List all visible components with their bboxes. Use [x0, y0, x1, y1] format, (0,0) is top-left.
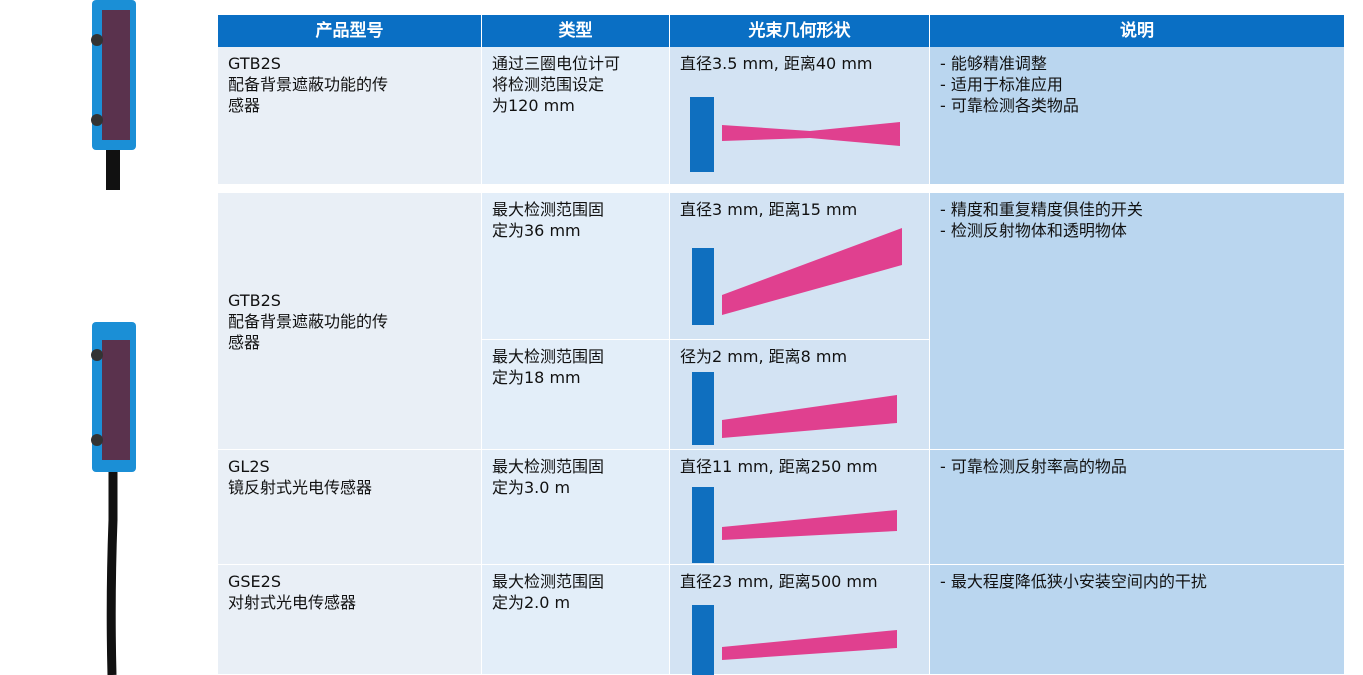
beam-cell: 径为2 mm, 距离8 mm — [670, 340, 929, 449]
beam-cell: 直径11 mm, 距离250 mm — [670, 450, 929, 564]
type-text: 最大检测范围固 — [492, 572, 605, 591]
type-text: 定为18 mm — [492, 368, 581, 387]
model-cell: GTB2S 配备背景遮蔽功能的传 感器 — [218, 193, 481, 449]
type-text: 定为2.0 m — [492, 593, 571, 612]
type-text: 为120 mm — [492, 96, 575, 115]
type-text: 最大检测范围固 — [492, 347, 605, 366]
model-cell: GL2S 镜反射式光电传感器 — [218, 450, 481, 564]
type-cell: 最大检测范围固 定为18 mm — [482, 340, 669, 449]
beam-text: 直径3 mm, 距离15 mm — [680, 200, 858, 219]
model-text: 配备背景遮蔽功能的传 — [228, 311, 389, 331]
description-cell: - 精度和重复精度俱佳的开关 - 检测反射物体和透明物体 — [930, 193, 1344, 449]
model-text: 镜反射式光电传感器 — [228, 478, 373, 497]
description-cell: - 能够精准调整 - 适用于标准应用 - 可靠检测各类物品 — [930, 47, 1344, 184]
model-text: 配备背景遮蔽功能的传 — [228, 75, 389, 94]
type-cell: 通过三圈电位计可 将检测范围设定 为120 mm — [482, 47, 669, 184]
type-text: 通过三圈电位计可 — [492, 54, 621, 73]
description-item: - 可靠检测反射率高的物品 — [940, 457, 1127, 476]
type-text: 定为3.0 m — [492, 478, 571, 497]
type-cell: 最大检测范围固 定为3.0 m — [482, 450, 669, 564]
header-cell: 光束几何形状 — [670, 15, 929, 47]
description-item: - 能够精准调整 — [940, 54, 1047, 73]
description-item: - 适用于标准应用 — [940, 75, 1063, 94]
description-item: - 检测反射物体和透明物体 — [940, 221, 1127, 240]
header-cell: 类型 — [482, 15, 669, 47]
header-cell: 说明 — [930, 15, 1344, 47]
beam-text: 直径3.5 mm, 距离40 mm — [680, 54, 873, 73]
type-text: 定为36 mm — [492, 221, 581, 240]
description-cell: - 最大程度降低狭小安装空间内的干扰 — [930, 565, 1344, 674]
type-text: 最大检测范围固 — [492, 457, 605, 476]
beam-text: 直径23 mm, 距离500 mm — [680, 572, 878, 591]
description-cell: - 可靠检测反射率高的物品 — [930, 450, 1344, 564]
beam-cell: 直径3.5 mm, 距离40 mm — [670, 47, 929, 184]
beam-text: 直径11 mm, 距离250 mm — [680, 457, 878, 476]
model-cell: GTB2S 配备背景遮蔽功能的传 感器 — [218, 47, 481, 184]
type-cell: 最大检测范围固 定为2.0 m — [482, 565, 669, 674]
model-text: 感器 — [228, 332, 261, 352]
header-cell: 产品型号 — [218, 15, 481, 47]
sensor-image — [91, 322, 136, 675]
model-text: 对射式光电传感器 — [228, 593, 357, 612]
description-item: - 可靠检测各类物品 — [940, 96, 1079, 115]
beam-cell: 直径3 mm, 距离15 mm — [670, 193, 929, 339]
type-text: 将检测范围设定 — [492, 75, 605, 94]
model-cell: GSE2S 对射式光电传感器 — [218, 565, 481, 674]
sensor-image — [91, 0, 136, 190]
model-text: GTB2S — [228, 54, 281, 73]
type-text: 最大检测范围固 — [492, 200, 605, 219]
description-item: - 最大程度降低狭小安装空间内的干扰 — [940, 572, 1207, 591]
beam-text: 径为2 mm, 距离8 mm — [680, 347, 848, 366]
beam-cell: 直径23 mm, 距离500 mm — [670, 565, 929, 674]
description-item: - 精度和重复精度俱佳的开关 — [940, 200, 1143, 219]
model-text: GTB2S — [228, 290, 281, 310]
model-text: GSE2S — [228, 572, 281, 591]
model-text: 感器 — [228, 96, 261, 115]
model-text: GL2S — [228, 457, 270, 476]
type-cell: 最大检测范围固 定为36 mm — [482, 193, 669, 339]
